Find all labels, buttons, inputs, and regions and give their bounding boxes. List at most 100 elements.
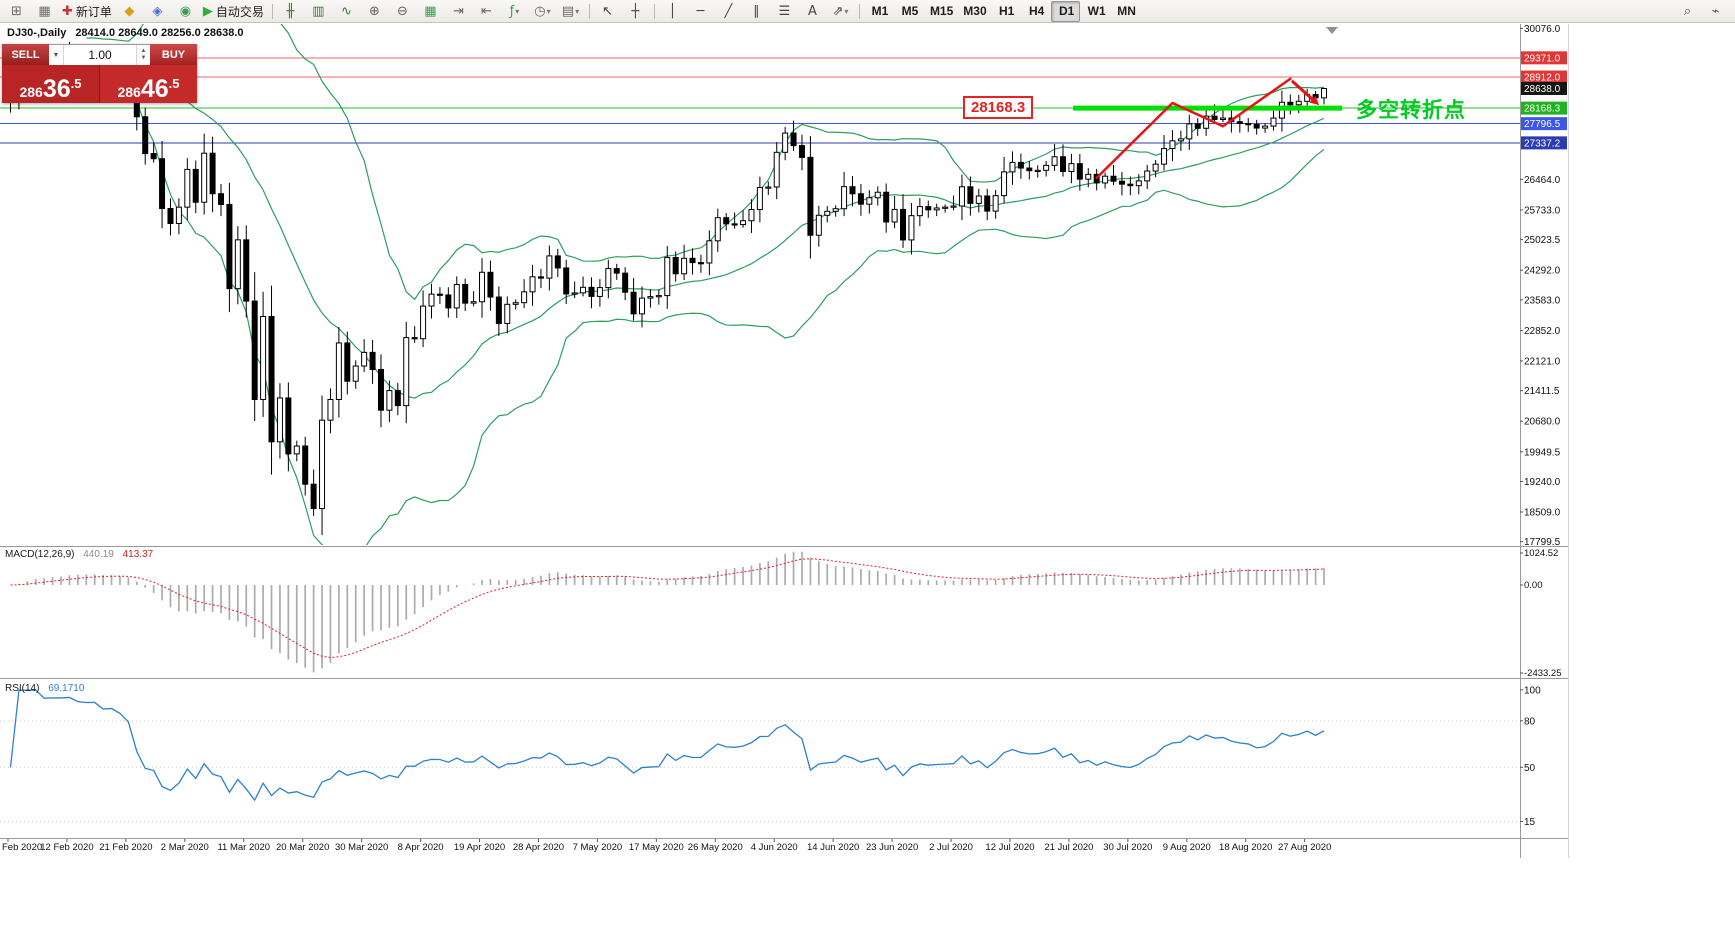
chart-shift-icon: ⇤: [480, 3, 492, 19]
market-watch-button[interactable]: ◆: [116, 1, 143, 22]
svg-text:23 Jun 2020: 23 Jun 2020: [866, 842, 918, 853]
sell-price[interactable]: 286 36.5: [2, 65, 100, 103]
svg-text:28168.3: 28168.3: [1524, 104, 1561, 115]
svg-text:29371.0: 29371.0: [1524, 53, 1561, 64]
search-button[interactable]: ⌕: [1674, 1, 1701, 22]
auto-trading-icon: ▶: [202, 3, 213, 19]
buy-button[interactable]: BUY: [150, 44, 197, 65]
vertical-line-tool-button[interactable]: │: [659, 1, 686, 22]
vertical-line-tool-icon: │: [668, 3, 677, 19]
templates-menu-button[interactable]: ▤ ▾: [557, 1, 584, 22]
svg-text:18 Aug 2020: 18 Aug 2020: [1219, 842, 1272, 853]
horizontal-line-tool-icon: ─: [696, 3, 705, 19]
auto-trading-button[interactable]: ▶ 自动交易: [200, 1, 267, 22]
svg-text:11 Mar 2020: 11 Mar 2020: [217, 842, 270, 853]
spinner-down-icon[interactable]: ▼: [140, 55, 147, 61]
svg-text:15: 15: [1524, 817, 1536, 828]
arrows-tool-button[interactable]: ⇗ ▾: [827, 1, 854, 22]
tf-mn-button[interactable]: MN: [1111, 1, 1140, 22]
horizontal-line-tool-button[interactable]: ─: [687, 1, 714, 22]
chart-bars-icon: ╫: [286, 3, 295, 19]
tf-d1-button[interactable]: D1: [1050, 0, 1080, 22]
tf-m1-button[interactable]: M1: [864, 1, 893, 22]
navigator-button[interactable]: ◉: [172, 1, 199, 22]
indicators-list-button[interactable]: ƒ ▾: [501, 1, 528, 22]
svg-text:24292.0: 24292.0: [1524, 266, 1561, 277]
svg-text:Feb 2020: Feb 2020: [2, 842, 42, 853]
volume-dropdown-icon[interactable]: ▼: [49, 45, 64, 65]
volume-input[interactable]: [64, 45, 136, 65]
toolbar-separator: [858, 3, 860, 19]
tf-h1-button[interactable]: H1: [991, 1, 1020, 22]
toolbar-separator: [588, 3, 590, 19]
macd-main-value: 440.19: [83, 549, 114, 560]
buy-price[interactable]: 286 46.5: [100, 65, 197, 103]
tf-w1-button[interactable]: W1: [1081, 1, 1110, 22]
tf-m15-button[interactable]: M15: [924, 1, 956, 22]
sell-button[interactable]: SELL: [2, 44, 49, 65]
crosshair-tool-button[interactable]: ┼: [622, 1, 649, 22]
svg-text:23583.0: 23583.0: [1524, 295, 1561, 306]
tf-m15-label: M15: [929, 4, 954, 18]
tf-m1-label: M1: [871, 4, 889, 18]
new-order-label: 新订单: [75, 4, 112, 19]
tf-m5-label: M5: [901, 4, 919, 18]
volume-control: ▼ ▲ ▼: [49, 44, 150, 65]
svg-text:28638.0: 28638.0: [1524, 84, 1561, 95]
support-price-annotation: 28168.3: [963, 96, 1034, 119]
svg-text:9 Aug 2020: 9 Aug 2020: [1163, 842, 1211, 853]
svg-text:21411.5: 21411.5: [1524, 386, 1560, 397]
chart-shift-button[interactable]: ⇤: [473, 1, 500, 22]
macd-name: MACD(12,26,9): [5, 549, 75, 560]
svg-text:21 Feb 2020: 21 Feb 2020: [99, 842, 152, 853]
toolbar-separator: [271, 3, 273, 19]
search-icon: ⌕: [1683, 4, 1692, 19]
tf-m30-button[interactable]: M30: [957, 1, 989, 22]
tile-windows-button[interactable]: ▦: [417, 1, 444, 22]
svg-text:-2433.25: -2433.25: [1524, 668, 1562, 679]
chart-line-button[interactable]: ∿: [333, 1, 360, 22]
svg-text:4 Jun 2020: 4 Jun 2020: [751, 842, 798, 853]
svg-text:2 Jul 2020: 2 Jul 2020: [929, 842, 973, 853]
tf-m5-button[interactable]: M5: [894, 1, 923, 22]
trendline-tool-button[interactable]: ╱: [715, 1, 742, 22]
periods-menu-button[interactable]: ◷ ▾: [529, 1, 556, 22]
auto-scroll-icon: ⇥: [452, 3, 464, 19]
svg-text:0.00: 0.00: [1524, 580, 1543, 591]
svg-text:1024.52: 1024.52: [1524, 548, 1558, 559]
profiles-icon: ▦: [38, 3, 51, 19]
cursor-tool-icon: ↖: [601, 3, 613, 19]
rsi-value: 69.1710: [48, 683, 85, 694]
chart-candlesticks-button[interactable]: ▥: [305, 1, 332, 22]
chart-bars-button[interactable]: ╫: [277, 1, 304, 22]
svg-text:25733.0: 25733.0: [1524, 205, 1561, 216]
cursor-tool-button[interactable]: ↖: [594, 1, 621, 22]
channel-tool-button[interactable]: ∥: [743, 1, 770, 22]
chart-line-icon: ∿: [340, 3, 352, 19]
svg-text:8 Apr 2020: 8 Apr 2020: [398, 842, 444, 853]
fibonacci-tool-button[interactable]: ☰: [771, 1, 798, 22]
tf-d1-label: D1: [1058, 4, 1075, 18]
auto-scroll-button[interactable]: ⇥: [445, 1, 472, 22]
data-window-button[interactable]: ◈: [144, 1, 171, 22]
svg-text:19240.0: 19240.0: [1524, 477, 1561, 488]
profiles-button[interactable]: ▦: [31, 1, 58, 22]
indicators-list-icon: ƒ: [509, 3, 515, 19]
volume-spinner[interactable]: ▲ ▼: [136, 45, 150, 65]
indicators-list-dropdown-icon: ▾: [515, 6, 520, 16]
svg-text:26 May 2020: 26 May 2020: [688, 842, 743, 853]
svg-text:30 Mar 2020: 30 Mar 2020: [335, 842, 388, 853]
new-chart-button[interactable]: ⊞: [3, 1, 30, 22]
new-order-icon: ✚: [62, 3, 73, 19]
connection-button[interactable]: ⌁: [1702, 1, 1729, 22]
text-tool-button[interactable]: A: [799, 1, 826, 22]
spinner-up-icon[interactable]: ▲: [140, 48, 147, 54]
zoom-in-button[interactable]: ⊕: [361, 1, 388, 22]
zoom-out-button[interactable]: ⊖: [389, 1, 416, 22]
svg-text:20 Mar 2020: 20 Mar 2020: [276, 842, 329, 853]
new-order-button[interactable]: ✚ 新订单: [59, 1, 115, 22]
svg-text:7 May 2020: 7 May 2020: [573, 842, 623, 853]
tf-h4-button[interactable]: H4: [1021, 1, 1050, 22]
